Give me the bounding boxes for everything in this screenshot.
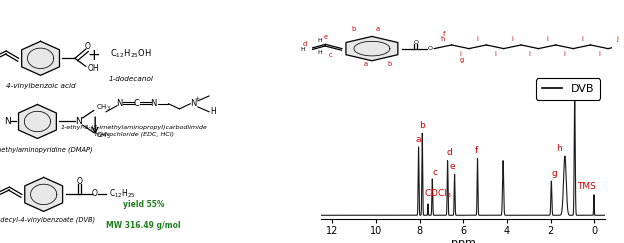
Text: 1-dodecanol: 1-dodecanol: [109, 76, 154, 82]
Polygon shape: [22, 41, 59, 75]
Text: i: i: [459, 51, 461, 57]
Text: 4-vinylbenzoic acid: 4-vinylbenzoic acid: [6, 83, 76, 89]
Text: c: c: [432, 168, 437, 177]
Text: O: O: [413, 40, 418, 45]
Text: h: h: [441, 36, 445, 43]
Text: i: i: [598, 51, 600, 57]
Text: $\mathrm{C_{12}H_{25}}$: $\mathrm{C_{12}H_{25}}$: [109, 188, 135, 200]
Text: d: d: [447, 148, 452, 157]
Text: 1-ethyl-3-(3-imethylaminopropyl)carbodiimide
hydrochloride (EDC, HCl): 1-ethyl-3-(3-imethylaminopropyl)carbodii…: [61, 125, 208, 138]
Text: b: b: [388, 61, 392, 67]
Text: O: O: [77, 176, 82, 186]
Text: 4-dimethylaminopyridine (DMAP): 4-dimethylaminopyridine (DMAP): [0, 146, 93, 153]
Text: j: j: [616, 36, 618, 43]
Text: g: g: [460, 57, 464, 63]
Text: e: e: [449, 162, 456, 171]
Text: H: H: [317, 38, 322, 43]
Text: N: N: [116, 99, 122, 108]
Text: dodecyl-4-vinylbenzoate (DVB): dodecyl-4-vinylbenzoate (DVB): [353, 109, 451, 114]
Text: b: b: [352, 26, 356, 32]
Text: i: i: [512, 36, 514, 43]
Text: f: f: [474, 146, 477, 155]
Text: g: g: [552, 169, 557, 178]
Text: i: i: [529, 51, 530, 57]
Text: $\mathrm{C_{12}H_{25}OH}$: $\mathrm{C_{12}H_{25}OH}$: [110, 47, 152, 60]
Text: N: N: [150, 99, 157, 108]
Text: +: +: [194, 96, 199, 101]
Polygon shape: [346, 36, 398, 61]
Text: a: a: [376, 26, 380, 32]
Text: OH: OH: [88, 64, 100, 73]
Text: f: f: [442, 31, 445, 37]
Text: h: h: [557, 144, 562, 153]
Text: j: j: [569, 78, 572, 87]
Text: H: H: [317, 50, 322, 54]
Text: C: C: [134, 99, 139, 108]
Text: H: H: [301, 47, 305, 52]
Text: i: i: [581, 36, 583, 43]
Polygon shape: [25, 177, 62, 211]
Legend: DVB: DVB: [536, 78, 600, 100]
Text: +: +: [87, 48, 100, 63]
Text: O: O: [85, 42, 91, 51]
Text: d: d: [303, 41, 306, 47]
Text: N: N: [4, 117, 11, 126]
Text: a: a: [416, 135, 421, 144]
Text: i: i: [477, 36, 479, 43]
Text: MW 316.49 g/mol: MW 316.49 g/mol: [106, 221, 181, 231]
Text: N: N: [190, 99, 197, 108]
Text: dodecyl-4-vinylbenzoate (DVB): dodecyl-4-vinylbenzoate (DVB): [0, 217, 95, 223]
Polygon shape: [19, 104, 56, 139]
Text: i: i: [494, 51, 496, 57]
Text: i: i: [546, 36, 548, 43]
Text: c: c: [328, 52, 332, 58]
Text: $\mathrm{CH_3}$: $\mathrm{CH_3}$: [96, 102, 111, 113]
Text: O: O: [92, 189, 97, 199]
Text: a: a: [364, 61, 368, 67]
Text: CDCl$_3$: CDCl$_3$: [424, 188, 452, 200]
Text: N: N: [75, 116, 81, 126]
Text: i: i: [563, 51, 565, 57]
Text: O: O: [427, 46, 432, 51]
Text: $\mathrm{CH_3}$: $\mathrm{CH_3}$: [96, 130, 111, 141]
Text: H: H: [210, 106, 216, 116]
X-axis label: ppm: ppm: [451, 238, 475, 243]
Text: TMS: TMS: [577, 182, 596, 191]
Text: b: b: [419, 121, 425, 130]
Text: yield 55%: yield 55%: [123, 200, 164, 209]
Text: e: e: [323, 34, 328, 40]
